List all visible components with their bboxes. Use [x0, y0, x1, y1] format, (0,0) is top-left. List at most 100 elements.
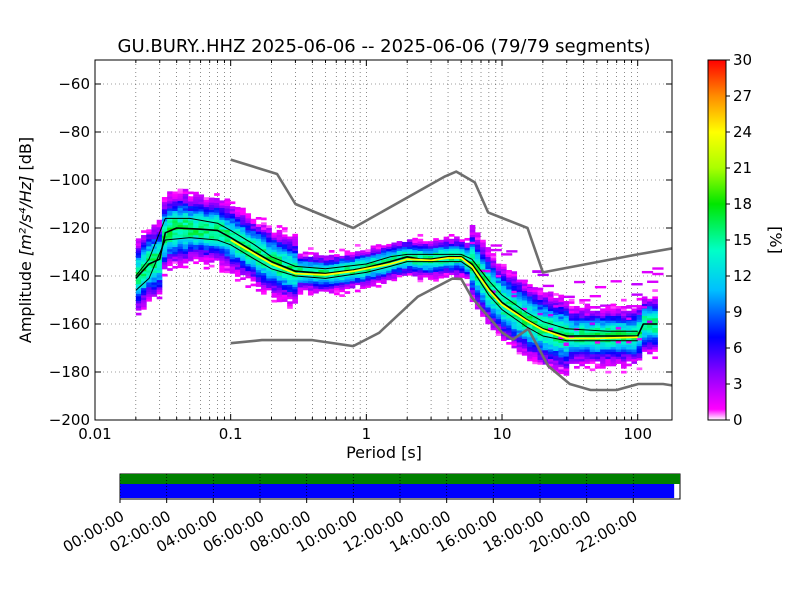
heat-cell: [156, 248, 163, 252]
heat-cell: [610, 332, 617, 336]
heat-cell: [354, 289, 361, 293]
heat-cell: [412, 252, 418, 255]
heat-cell: [563, 356, 570, 359]
heat-cell: [474, 258, 481, 262]
heat-cell: [271, 251, 278, 255]
heat-cell: [135, 281, 142, 285]
heat-cell: [188, 232, 194, 235]
heat-cell: [605, 308, 611, 312]
heat-cell: [323, 262, 330, 266]
heat-cell: [527, 317, 533, 321]
heat-cell: [339, 284, 345, 288]
heat-cell: [313, 269, 319, 272]
heat-cell: [490, 253, 497, 256]
heat-cell: [156, 296, 163, 300]
heat-cell: [344, 255, 351, 258]
heat-cell: [313, 257, 319, 260]
heat-cell: [151, 253, 158, 257]
heat-cell: [302, 258, 309, 262]
heat-cell: [516, 310, 523, 314]
heat-cell: [641, 303, 648, 307]
heat-cell: [438, 270, 445, 274]
heat-cell: [626, 356, 632, 360]
heat-cell: [276, 232, 283, 236]
heat-cell: [438, 254, 445, 257]
heat-cell: [553, 362, 559, 366]
heat-cell: [584, 325, 591, 328]
heat-cell: [276, 289, 283, 293]
heat-cell: [495, 294, 502, 298]
heat-cell: [219, 219, 225, 223]
heat-cell: [375, 246, 382, 250]
heat-cell: [365, 263, 371, 267]
heat-cell: [214, 233, 220, 237]
heat-cell: [224, 251, 231, 254]
colorbar-gradient: [707, 59, 727, 421]
heat-cell: [271, 283, 278, 286]
heat-cell: [386, 253, 392, 257]
heat-cell: [553, 329, 559, 332]
heat-cell: [427, 265, 434, 268]
heat-cell: [287, 294, 293, 297]
heat-cell: [255, 257, 262, 261]
heat-cell: [615, 346, 622, 350]
heat-cell: [422, 265, 429, 268]
heat-cell: [532, 296, 538, 300]
heat-cell: [469, 289, 476, 293]
heat-cell: [344, 274, 351, 278]
heat-cell: [360, 257, 366, 261]
x-tick-label: 0.1: [219, 425, 243, 443]
heat-cell: [167, 198, 173, 202]
heat-cell: [631, 361, 638, 364]
heat-cell: [208, 252, 215, 256]
heat-cell: [422, 248, 429, 252]
heat-cell-outlier: [574, 280, 586, 284]
heat-cell: [182, 244, 189, 247]
heat-cell: [313, 274, 319, 277]
curve-median: [135, 227, 658, 337]
heat-cell: [401, 265, 408, 269]
heat-cell: [313, 283, 319, 287]
heat-cell: [579, 330, 585, 333]
heat-cell: [287, 236, 293, 240]
heat-cell: [224, 256, 231, 259]
heat-cell: [501, 323, 507, 327]
heat-cell: [600, 318, 606, 321]
heat-cell: [276, 244, 283, 248]
heat-cell: [266, 282, 272, 286]
heat-cell: [610, 349, 617, 352]
heat-cell: [610, 358, 617, 362]
heat-cell: [600, 322, 606, 326]
heat-cell: [193, 244, 199, 248]
heat-cell: [652, 303, 658, 307]
heat-cell: [161, 245, 168, 248]
heat-cell: [485, 251, 491, 255]
heat-cell: [553, 355, 559, 359]
heat-cell: [229, 271, 236, 274]
heat-cell: [255, 233, 262, 237]
y-tick-label: −160: [49, 315, 90, 333]
heat-cell: [381, 281, 387, 284]
heat-cell: [641, 337, 648, 340]
heat-cell: [521, 302, 528, 306]
heat-cell: [537, 330, 544, 334]
heat-cell: [506, 303, 512, 307]
heat-cell: [615, 354, 622, 357]
heat-cell: [391, 244, 398, 248]
heat-cell: [172, 196, 178, 200]
heat-cell: [339, 287, 345, 290]
heat-cell: [208, 226, 215, 230]
heat-cell: [375, 248, 382, 252]
heat-cell: [354, 282, 361, 286]
curve-envelope-lower: [135, 237, 638, 342]
heat-cell: [188, 241, 194, 245]
heat-cell: [401, 263, 408, 267]
heat-cell: [234, 264, 241, 268]
heat-cell: [490, 325, 497, 328]
heat-cell: [647, 334, 653, 338]
heat-cell: [605, 370, 611, 374]
heat-cell: [198, 196, 205, 200]
heat-cell: [594, 356, 601, 360]
heat-cell: [542, 340, 549, 344]
heat-cell: [396, 243, 403, 247]
